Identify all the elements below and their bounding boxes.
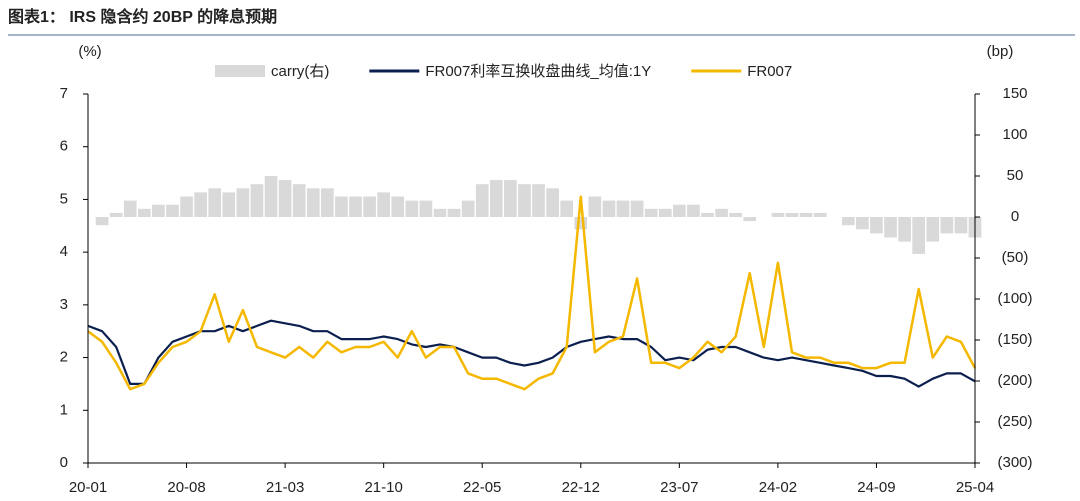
y2-tick-label: (100): [997, 290, 1032, 307]
y2-tick-label: (150): [997, 331, 1032, 348]
carry-bar: [644, 208, 658, 217]
carry-bar: [687, 204, 700, 217]
carry-bar: [377, 192, 391, 217]
carry-bar: [264, 176, 278, 217]
carry-bar: [588, 196, 602, 217]
carry-bar: [349, 196, 362, 217]
x-tick-label: 24-09: [857, 479, 895, 496]
y2-axis-label: (bp): [987, 43, 1014, 60]
carry-bar: [616, 200, 630, 217]
carry-bar: [884, 217, 897, 238]
x-tick-label: 21-10: [364, 479, 402, 496]
carry-bar: [630, 200, 644, 217]
carry-bar: [799, 212, 813, 217]
carry-bar: [715, 208, 728, 217]
carry-bar: [335, 196, 348, 217]
carry-bar: [771, 212, 785, 217]
y-tick-label: 5: [60, 190, 68, 207]
y-tick-label: 7: [60, 85, 68, 102]
y-axis-label: (%): [78, 43, 101, 60]
x-tick-label: 22-05: [463, 479, 501, 496]
carry-bar: [95, 217, 109, 226]
carry-bar: [321, 188, 334, 217]
carry-bar: [672, 204, 686, 217]
y-tick-label: 1: [60, 401, 68, 418]
carry-bar: [504, 180, 517, 217]
series-line: [87, 195, 977, 391]
carry-bar: [306, 188, 320, 217]
y2-tick-label: (50): [1002, 249, 1029, 266]
legend-label: FR007: [747, 63, 792, 80]
carry-bar: [363, 196, 376, 217]
carry-bar: [701, 212, 714, 217]
x-tick-label: 20-01: [69, 479, 107, 496]
y-tick-label: 0: [60, 454, 68, 471]
carry-bar: [208, 188, 222, 217]
legend-label: FR007利率互换收盘曲线_均值:1Y: [425, 62, 651, 80]
series-line: [87, 319, 976, 388]
carry-bar: [729, 212, 742, 217]
carry-bar: [841, 217, 855, 226]
y2-tick-label: (200): [997, 372, 1032, 389]
y-tick-label: 3: [60, 296, 68, 313]
carry-bar: [278, 180, 292, 217]
carry-bar: [870, 217, 883, 234]
y2-tick-label: 150: [1002, 85, 1027, 102]
x-tick-label: 25-04: [956, 479, 994, 496]
carry-bar: [912, 217, 926, 254]
carry-bar: [785, 212, 799, 217]
x-tick-label: 22-12: [562, 479, 600, 496]
x-tick-label: 24-02: [759, 479, 797, 496]
y2-tick-label: 0: [1011, 208, 1019, 225]
y2-tick-label: (300): [997, 454, 1032, 471]
carry-bar: [560, 200, 574, 217]
carry-bar: [954, 217, 968, 234]
x-tick-label: 21-03: [266, 479, 304, 496]
x-tick-label: 20-08: [167, 479, 205, 496]
legend-swatch: [215, 65, 265, 77]
carry-bar: [109, 212, 123, 217]
y2-tick-label: 50: [1007, 167, 1024, 184]
y-tick-label: 4: [60, 243, 68, 260]
y-tick-label: 2: [60, 349, 68, 366]
y2-tick-label: 100: [1002, 126, 1027, 143]
carry-bar: [856, 217, 869, 230]
carry-bar: [194, 192, 207, 217]
carry-bar: [123, 200, 137, 217]
carry-bar: [447, 208, 461, 217]
carry-bar: [898, 217, 911, 242]
carry-bar: [222, 192, 236, 217]
carry-bar: [433, 208, 447, 217]
carry-bar: [546, 188, 559, 217]
carry-bar: [152, 204, 165, 217]
carry-bar: [180, 196, 193, 217]
carry-bar: [532, 184, 545, 217]
carry-bar: [236, 188, 250, 217]
carry-bar: [405, 200, 419, 217]
carry-bar: [926, 217, 940, 242]
legend-label: carry(右): [271, 63, 329, 80]
carry-bar: [391, 196, 405, 217]
carry-bar: [475, 184, 489, 217]
carry-bar: [602, 200, 616, 217]
carry-bar: [461, 200, 475, 217]
carry-bar: [940, 217, 954, 234]
carry-bar: [419, 200, 433, 217]
y-tick-label: 6: [60, 138, 68, 155]
carry-bar: [292, 184, 306, 217]
carry-bar: [518, 184, 531, 217]
carry-bar: [743, 217, 757, 222]
x-tick-label: 23-07: [660, 479, 698, 496]
carry-bar: [137, 208, 151, 217]
carry-bar: [574, 217, 588, 230]
carry-bar: [813, 212, 827, 217]
y2-tick-label: (250): [997, 413, 1032, 430]
carry-bar: [658, 208, 672, 217]
chart-title: 图表1： IRS 隐含约 20BP 的降息预期: [8, 7, 277, 26]
carry-bar: [166, 204, 179, 217]
carry-bar: [250, 184, 264, 217]
carry-bar: [489, 180, 503, 217]
